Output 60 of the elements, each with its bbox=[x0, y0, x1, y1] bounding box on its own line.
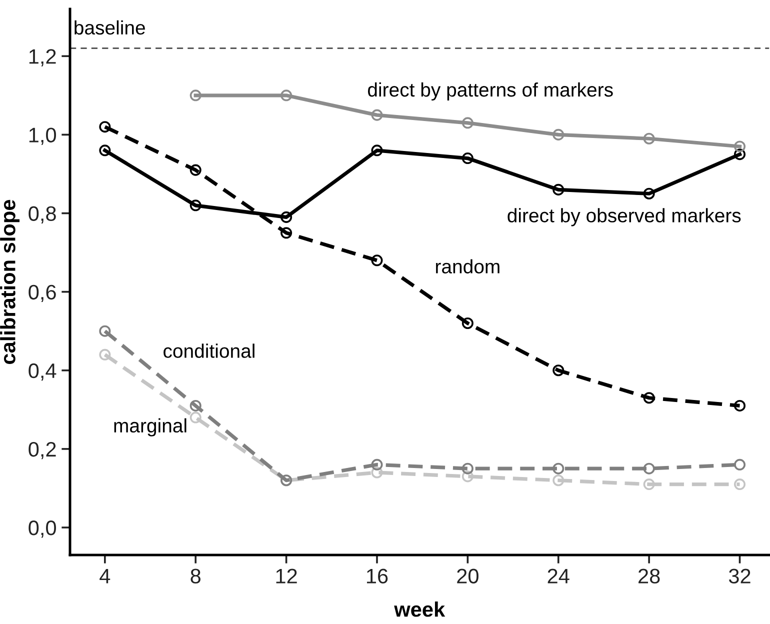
point bbox=[280, 90, 292, 102]
point bbox=[99, 325, 111, 337]
point bbox=[552, 364, 564, 376]
point bbox=[734, 400, 746, 412]
point bbox=[462, 470, 474, 482]
y-tick-label: 0,6 bbox=[28, 284, 56, 302]
point bbox=[371, 109, 383, 121]
point bbox=[190, 200, 202, 212]
point bbox=[734, 140, 746, 152]
point bbox=[462, 317, 474, 330]
point bbox=[643, 392, 655, 404]
x-tick-label: 24 bbox=[548, 568, 570, 584]
point bbox=[99, 144, 111, 156]
series-label: direct by observed markers bbox=[508, 208, 741, 226]
point bbox=[734, 478, 746, 490]
x-tick-label: 16 bbox=[366, 568, 388, 584]
point bbox=[643, 132, 655, 144]
y-tick-label: 0,2 bbox=[28, 442, 56, 460]
point bbox=[190, 412, 202, 424]
point bbox=[552, 474, 564, 486]
y-tick-label: 0,4 bbox=[28, 363, 56, 381]
x-tick-label: 28 bbox=[638, 568, 660, 584]
point bbox=[462, 152, 474, 164]
point bbox=[190, 400, 202, 412]
point bbox=[190, 90, 202, 102]
y-axis-title: calibration slope bbox=[0, 200, 20, 364]
point bbox=[99, 348, 111, 360]
point bbox=[280, 227, 292, 239]
y-tick-label: 1,0 bbox=[29, 128, 56, 145]
x-tick-label: 8 bbox=[190, 568, 200, 584]
series-label: random bbox=[436, 259, 500, 274]
y-tick-label: 0,0 bbox=[28, 520, 56, 538]
point bbox=[280, 211, 292, 223]
point bbox=[734, 458, 746, 470]
series-label: marginal bbox=[114, 418, 186, 436]
x-tick-label: 12 bbox=[276, 568, 297, 584]
point bbox=[371, 466, 383, 478]
point bbox=[462, 462, 474, 474]
x-tick-label: 32 bbox=[728, 568, 750, 584]
x-tick-label: 4 bbox=[100, 568, 110, 584]
point bbox=[643, 188, 655, 200]
ref-line-label: baseline bbox=[74, 20, 145, 35]
point bbox=[371, 144, 383, 156]
series-label: conditional bbox=[164, 344, 254, 358]
point bbox=[552, 128, 564, 140]
point bbox=[552, 462, 564, 474]
point bbox=[371, 254, 383, 266]
point bbox=[643, 478, 655, 490]
point bbox=[99, 121, 111, 133]
series-label: direct by patterns of markers bbox=[368, 82, 613, 101]
point bbox=[734, 148, 746, 160]
point bbox=[462, 117, 474, 129]
y-tick-label: 0,8 bbox=[28, 206, 56, 224]
x-axis-title: week bbox=[394, 602, 446, 617]
point bbox=[552, 184, 564, 196]
y-tick-label: 1,2 bbox=[29, 49, 56, 66]
x-tick-label: 20 bbox=[457, 568, 478, 584]
point bbox=[371, 458, 383, 470]
point bbox=[190, 164, 202, 176]
point bbox=[643, 462, 655, 474]
